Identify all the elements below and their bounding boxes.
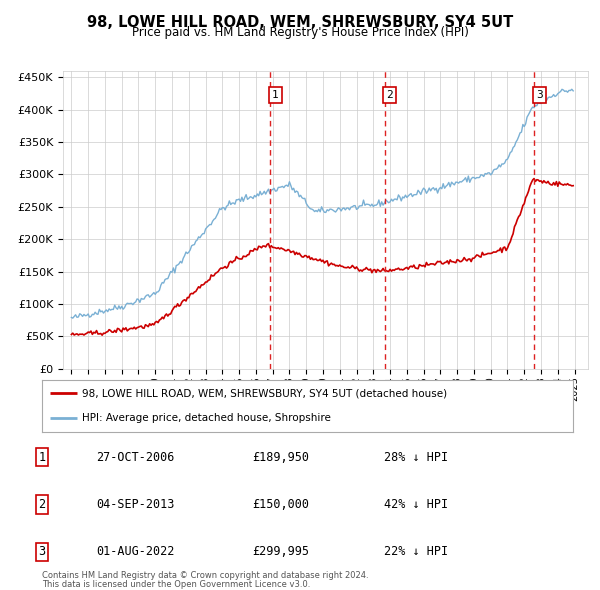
Text: 01-AUG-2022: 01-AUG-2022 — [96, 545, 175, 558]
Text: 1: 1 — [272, 90, 278, 100]
Text: 42% ↓ HPI: 42% ↓ HPI — [384, 498, 448, 511]
Text: Price paid vs. HM Land Registry's House Price Index (HPI): Price paid vs. HM Land Registry's House … — [131, 26, 469, 39]
Text: 3: 3 — [536, 90, 543, 100]
Text: 22% ↓ HPI: 22% ↓ HPI — [384, 545, 448, 558]
Text: 2: 2 — [386, 90, 394, 100]
Text: 1: 1 — [38, 451, 46, 464]
Text: 04-SEP-2013: 04-SEP-2013 — [96, 498, 175, 511]
Text: Contains HM Land Registry data © Crown copyright and database right 2024.: Contains HM Land Registry data © Crown c… — [42, 571, 368, 579]
Text: 2: 2 — [38, 498, 46, 511]
Text: 3: 3 — [38, 545, 46, 558]
Text: This data is licensed under the Open Government Licence v3.0.: This data is licensed under the Open Gov… — [42, 580, 310, 589]
Text: £299,995: £299,995 — [252, 545, 309, 558]
Text: 98, LOWE HILL ROAD, WEM, SHREWSBURY, SY4 5UT: 98, LOWE HILL ROAD, WEM, SHREWSBURY, SY4… — [87, 15, 513, 30]
Text: 98, LOWE HILL ROAD, WEM, SHREWSBURY, SY4 5UT (detached house): 98, LOWE HILL ROAD, WEM, SHREWSBURY, SY4… — [82, 388, 447, 398]
Text: £150,000: £150,000 — [252, 498, 309, 511]
Text: 27-OCT-2006: 27-OCT-2006 — [96, 451, 175, 464]
Text: HPI: Average price, detached house, Shropshire: HPI: Average price, detached house, Shro… — [82, 414, 331, 424]
Text: £189,950: £189,950 — [252, 451, 309, 464]
Text: 28% ↓ HPI: 28% ↓ HPI — [384, 451, 448, 464]
